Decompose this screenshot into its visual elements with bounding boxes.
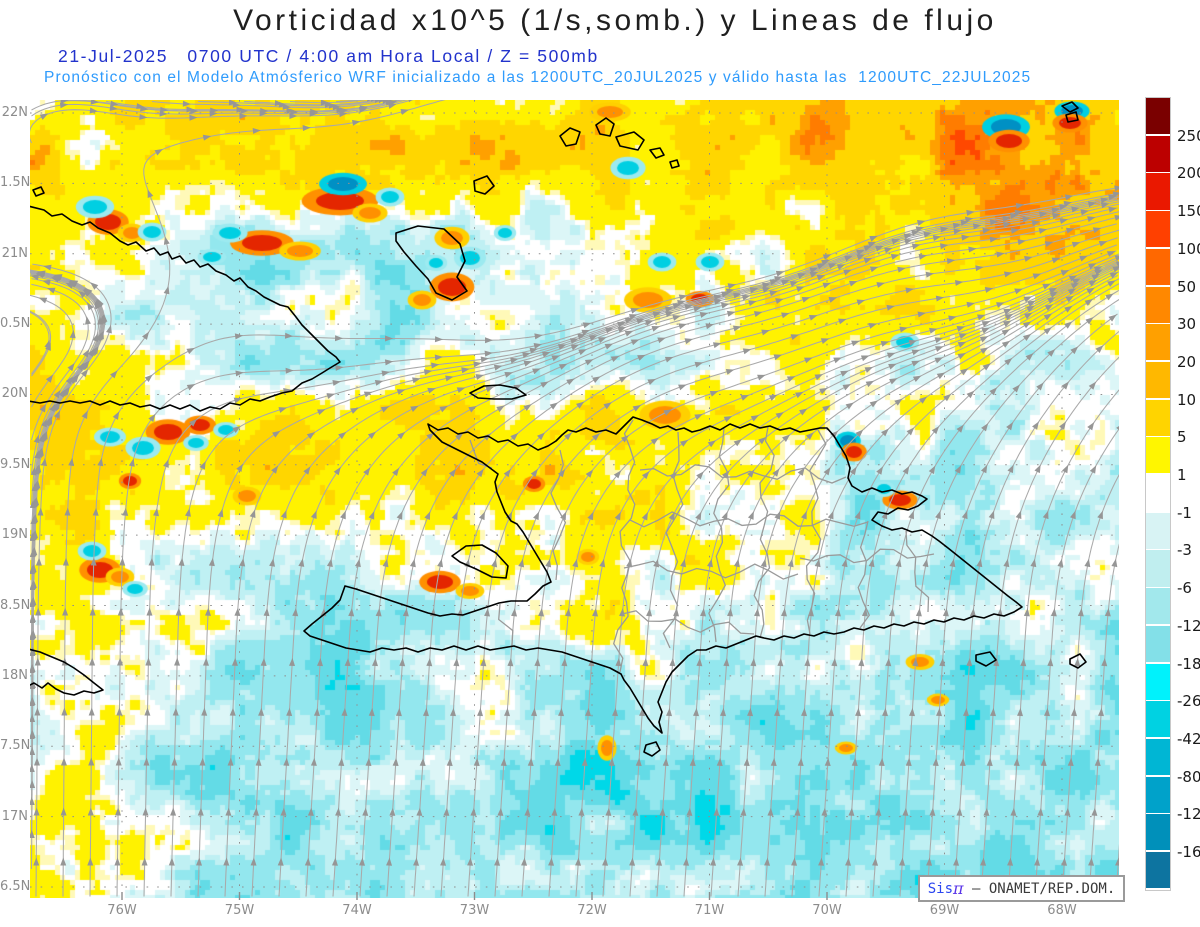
colorbar-segment-19 <box>1146 814 1170 851</box>
colorbar-segment-12 <box>1146 550 1170 587</box>
colorbar-segment-9 <box>1146 437 1170 474</box>
colorbar-segment-7 <box>1146 361 1170 399</box>
chart-title: Vorticidad x10^5 (1/s,somb.) y Lineas de… <box>233 4 997 37</box>
colorbar-segment-3 <box>1146 211 1170 248</box>
colorbar-tick-150: 150 <box>1177 202 1200 221</box>
lon-label-74W: 74W <box>342 903 372 918</box>
credit-box: Sis π – ONAMET/REP.DOM. <box>918 875 1125 902</box>
colorbar-tick--80: -80 <box>1177 767 1200 786</box>
colorbar-segment-18 <box>1146 776 1170 813</box>
colorbar-segment-17 <box>1146 738 1170 776</box>
colorbar-segment-14 <box>1146 625 1170 662</box>
colorbar-segment-2 <box>1146 173 1170 210</box>
lat-label-18N: 18N <box>1 667 28 683</box>
lat-label-21N: 21N <box>1 245 28 261</box>
lon-label-70W: 70W <box>812 903 842 918</box>
colorbar-tick--3: -3 <box>1177 541 1192 560</box>
colorbar-tick-5: 5 <box>1177 428 1187 447</box>
lon-label-68W: 68W <box>1047 903 1077 918</box>
valid-time-subtitle: 21-Jul-2025 0700 UTC / 4:00 am Hora Loca… <box>58 46 599 66</box>
lat-label-9.5N: 9.5N <box>0 456 31 472</box>
colorbar-tick--160: -160 <box>1177 843 1200 861</box>
colorbar-tick--26: -26 <box>1177 692 1200 711</box>
colorbar-segment-16 <box>1146 701 1170 738</box>
colorbar-tick--18: -18 <box>1177 654 1200 673</box>
colorbar-segment-20 <box>1146 852 1170 889</box>
colorbar-tick-250: 250 <box>1177 126 1200 145</box>
lat-label-6.5N: 6.5N <box>0 878 31 894</box>
colorbar-tick-10: 10 <box>1177 390 1197 409</box>
colorbar-tick--12: -12 <box>1177 616 1200 635</box>
colorbar-tick--120: -120 <box>1177 805 1200 824</box>
colorbar-segment-15 <box>1146 663 1170 700</box>
colorbar-tick--1: -1 <box>1177 503 1192 522</box>
colorbar-outline <box>1145 97 1171 891</box>
vorticity-field-canvas <box>30 100 1119 898</box>
colorbar-tick-30: 30 <box>1177 315 1197 334</box>
lat-label-22N: 22N <box>1 105 28 120</box>
lon-label-76W: 76W <box>107 903 137 918</box>
colorbar-segment-10 <box>1146 475 1170 512</box>
lat-label-20N: 20N <box>1 386 28 402</box>
colorbar-segment-5 <box>1146 286 1170 323</box>
credit-onamet-text: – ONAMET/REP.DOM. <box>963 880 1116 897</box>
colorbar-tick-50: 50 <box>1177 277 1197 296</box>
lon-label-73W: 73W <box>459 903 490 918</box>
lat-label-17N: 17N <box>1 808 28 824</box>
colorbar-segment-6 <box>1146 324 1170 361</box>
lat-label-7.5N: 7.5N <box>0 738 31 754</box>
colorbar-tick-100: 100 <box>1177 239 1200 258</box>
colorbar-tick-20: 20 <box>1177 352 1197 371</box>
colorbar-segment-13 <box>1146 588 1170 625</box>
lat-label-1.5N: 1.5N <box>0 175 31 191</box>
lon-label-72W: 72W <box>577 903 607 918</box>
lon-label-75W: 75W <box>224 903 255 918</box>
lon-label-69W: 69W <box>929 903 960 918</box>
colorbar-tick-200: 200 <box>1177 164 1200 183</box>
colorbar-segment-1 <box>1146 135 1170 172</box>
lat-label-0.5N: 0.5N <box>0 316 31 332</box>
colorbar-segment-11 <box>1146 512 1170 549</box>
colorbar-segment-4 <box>1146 248 1170 285</box>
credit-pi-glyph: π <box>953 879 964 898</box>
lat-label-8.5N: 8.5N <box>0 597 31 613</box>
colorbar-tick-1: 1 <box>1177 466 1187 484</box>
credit-sis-text: Sis <box>927 880 954 897</box>
lat-label-19N: 19N <box>1 527 28 543</box>
colorbar-segment-8 <box>1146 399 1170 436</box>
colorbar-tick--6: -6 <box>1177 579 1192 598</box>
forecast-model-subtitle: Pronóstico con el Modelo Atmósferico WRF… <box>44 69 1032 86</box>
lon-label-71W: 71W <box>694 903 725 918</box>
colorbar-tick--42: -42 <box>1177 729 1200 748</box>
colorbar-segment-0 <box>1146 98 1170 135</box>
